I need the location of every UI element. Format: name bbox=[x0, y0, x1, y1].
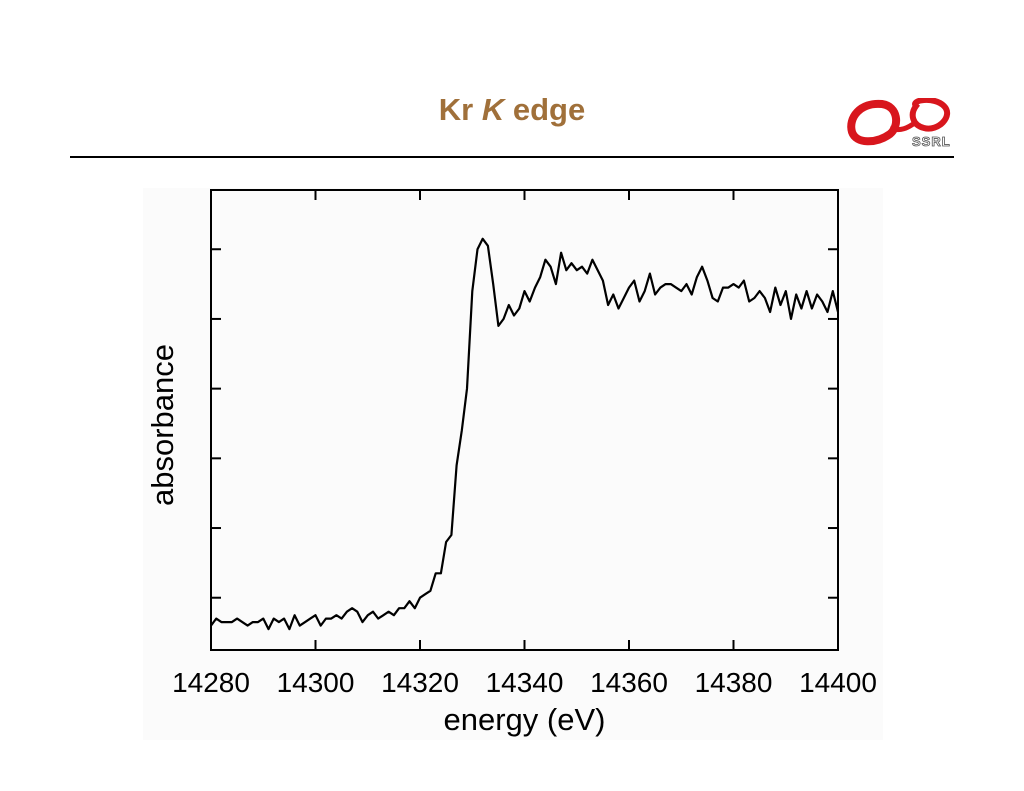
ssrl-logo: SSRL bbox=[847, 98, 951, 149]
title-prefix: Kr bbox=[438, 92, 482, 127]
title-italic-k: K bbox=[481, 92, 505, 127]
chart-panel bbox=[143, 188, 883, 740]
logo-link bbox=[889, 119, 918, 133]
x-tick-label-14380: 14380 bbox=[695, 667, 773, 698]
x-axis-label: energy (eV) bbox=[444, 702, 606, 737]
x-tick-label-14320: 14320 bbox=[381, 667, 459, 698]
x-tick-label-14300: 14300 bbox=[277, 667, 355, 698]
x-tick-label-14340: 14340 bbox=[486, 667, 564, 698]
logo-text: SSRL bbox=[912, 134, 951, 149]
x-tick-label-14360: 14360 bbox=[590, 667, 668, 698]
logo-ring-left bbox=[847, 99, 901, 146]
x-tick-labels: 14280 14300 14320 14340 14360 14380 14400 bbox=[172, 667, 877, 698]
x-tick-label-14280: 14280 bbox=[172, 667, 250, 698]
logo-ring-right bbox=[909, 98, 951, 132]
title-divider bbox=[70, 156, 954, 158]
tick-marks bbox=[211, 190, 838, 650]
x-tick-label-14400: 14400 bbox=[799, 667, 877, 698]
title-suffix: edge bbox=[504, 92, 586, 127]
plot-frame bbox=[210, 189, 839, 651]
y-axis-label: absorbance bbox=[145, 344, 180, 506]
slide-title: Kr K edge bbox=[0, 92, 1024, 128]
series-line-absorbance bbox=[210, 237, 840, 631]
